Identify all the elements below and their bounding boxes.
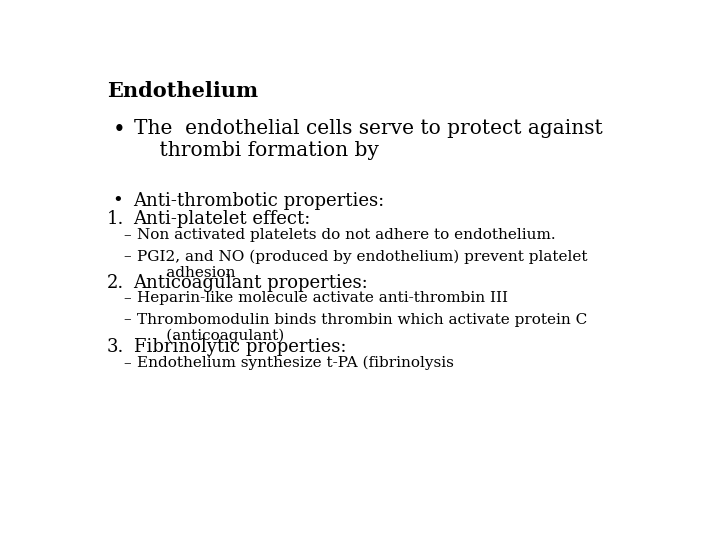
Text: 3.: 3. [107,339,124,356]
Text: •: • [112,119,125,141]
Text: Non activated platelets do not adhere to endothelium.: Non activated platelets do not adhere to… [138,228,556,242]
Text: –: – [124,313,131,327]
Text: –: – [124,291,131,305]
Text: –: – [124,356,131,370]
Text: Anti-platelet effect:: Anti-platelet effect: [133,210,311,228]
Text: The  endothelial cells serve to protect against
    thrombi formation by: The endothelial cells serve to protect a… [133,119,602,160]
Text: Anticoagulant properties:: Anticoagulant properties: [133,274,368,292]
Text: Endothelium: Endothelium [107,82,258,102]
Text: 2.: 2. [107,274,124,292]
Text: –: – [124,249,131,264]
Text: Thrombomodulin binds thrombin which activate protein C
      (anticoagulant): Thrombomodulin binds thrombin which acti… [138,313,588,343]
Text: 1.: 1. [107,210,124,228]
Text: Fibrinolytic properties:: Fibrinolytic properties: [133,339,346,356]
Text: •: • [112,192,123,210]
Text: Heparin-like molecule activate anti-thrombin III: Heparin-like molecule activate anti-thro… [138,291,508,305]
Text: –: – [124,228,131,242]
Text: Endothelium synthesize t-PA (fibrinolysis: Endothelium synthesize t-PA (fibrinolysi… [138,356,454,370]
Text: PGI2, and NO (produced by endothelium) prevent platelet
      adhesion: PGI2, and NO (produced by endothelium) p… [138,249,588,280]
Text: Anti-thrombotic properties:: Anti-thrombotic properties: [133,192,384,210]
